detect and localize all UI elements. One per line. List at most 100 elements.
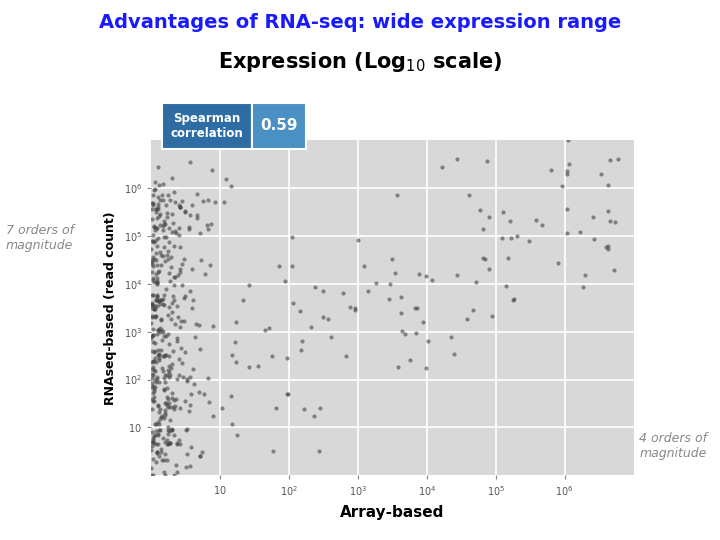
Point (147, 438, 158, 447)
Point (153, 180, 165, 189)
Point (156, 448, 167, 456)
Point (504, 216, 516, 225)
Point (562, 166, 573, 175)
Point (270, 404, 282, 413)
Point (163, 403, 174, 411)
Point (148, 199, 159, 207)
Point (145, 300, 157, 308)
Point (266, 352, 278, 360)
Point (174, 203, 185, 212)
Point (151, 260, 163, 269)
Point (199, 270, 210, 279)
Point (174, 265, 186, 273)
Point (153, 266, 165, 275)
Point (153, 426, 165, 435)
Point (153, 408, 165, 416)
Point (484, 265, 495, 273)
Point (231, 430, 243, 439)
Point (164, 403, 176, 411)
Point (562, 205, 573, 213)
Point (219, 197, 230, 206)
Point (604, 217, 616, 226)
Point (158, 332, 169, 340)
Point (163, 352, 175, 360)
Point (588, 213, 599, 222)
Point (175, 344, 186, 353)
Point (192, 190, 203, 199)
Point (229, 338, 240, 347)
Point (603, 242, 614, 251)
Point (613, 154, 624, 163)
Point (169, 319, 181, 328)
Point (577, 282, 589, 291)
Point (225, 181, 236, 190)
Point (145, 463, 157, 472)
Point (160, 409, 171, 417)
Point (564, 159, 575, 168)
Point (146, 347, 158, 355)
Point (413, 270, 425, 279)
Point (267, 447, 279, 456)
Point (161, 200, 172, 209)
Point (162, 247, 174, 255)
Point (152, 193, 163, 201)
Point (147, 471, 158, 480)
Point (451, 271, 463, 280)
Point (148, 278, 160, 286)
Point (390, 269, 401, 278)
Point (150, 270, 162, 279)
Point (161, 332, 172, 340)
Point (170, 461, 181, 470)
Point (151, 274, 163, 283)
Point (153, 350, 164, 359)
Point (148, 356, 160, 365)
Point (163, 268, 175, 277)
Y-axis label: RNAseq-based (read count): RNAseq-based (read count) (104, 211, 117, 404)
Point (148, 223, 160, 232)
X-axis label: Array-based: Array-based (341, 505, 444, 520)
Point (552, 259, 563, 267)
Point (155, 412, 166, 421)
Point (166, 426, 178, 435)
Point (579, 271, 590, 280)
Point (427, 276, 438, 285)
Point (170, 229, 181, 238)
Point (150, 358, 162, 367)
Point (505, 234, 516, 242)
Point (154, 328, 166, 336)
Text: 0.59: 0.59 (260, 118, 298, 133)
Point (151, 241, 163, 250)
Point (192, 210, 203, 219)
Point (174, 268, 186, 277)
Point (157, 300, 168, 308)
Point (159, 406, 171, 415)
Point (353, 235, 364, 244)
Point (523, 237, 535, 245)
Point (159, 438, 171, 447)
Point (156, 412, 168, 421)
Point (148, 393, 160, 401)
Point (181, 424, 193, 433)
Point (157, 367, 168, 375)
Point (153, 356, 164, 364)
Point (461, 315, 472, 323)
Point (166, 263, 177, 272)
Point (206, 166, 217, 174)
Point (173, 370, 184, 379)
Point (174, 243, 186, 252)
Point (206, 219, 217, 228)
Point (183, 407, 194, 416)
Point (147, 437, 158, 446)
Point (470, 278, 482, 287)
Point (148, 365, 160, 374)
Point (153, 212, 165, 220)
Point (190, 320, 202, 329)
Point (152, 449, 163, 457)
Point (147, 331, 158, 340)
Point (194, 345, 205, 354)
Point (154, 195, 166, 204)
Point (174, 201, 185, 210)
Point (164, 371, 176, 380)
Point (259, 326, 271, 334)
Point (500, 282, 512, 291)
